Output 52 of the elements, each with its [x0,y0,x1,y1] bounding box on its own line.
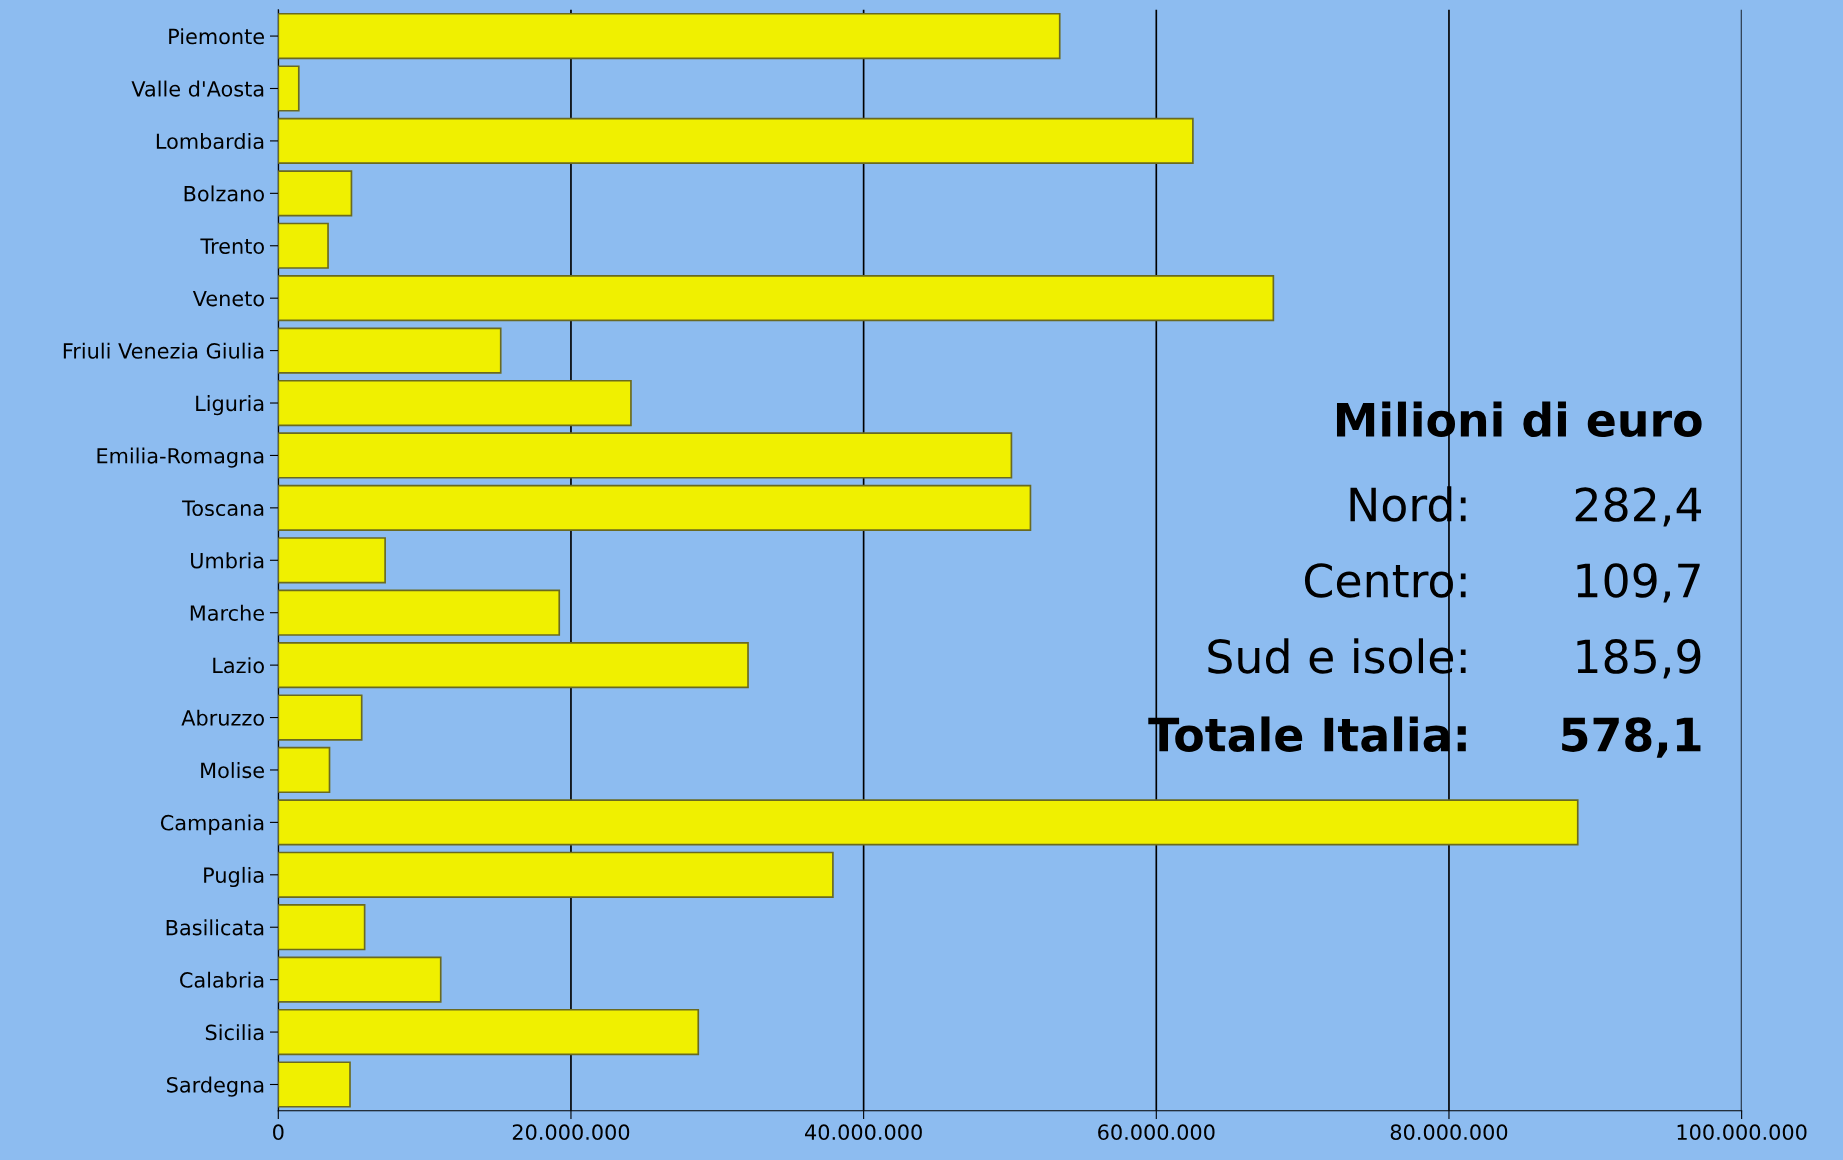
bar [278,799,1579,846]
y-tick-label: Molise [201,762,264,779]
y-tick-label: Basilicata [166,919,264,936]
bar [278,694,363,741]
bar [278,379,632,427]
y-tick-label: Umbria [191,552,264,569]
x-tick-label: 40.000.000 [805,1124,922,1141]
y-tick-label: Piemonte [169,28,264,45]
y-tick-label: Trento [200,238,264,254]
bar [278,484,1032,531]
y-tick-label: Puglia [204,866,264,888]
bar [278,1008,700,1056]
bar [278,904,366,951]
y-tick-label: Liguria [196,395,264,416]
y-tick-label: Abruzzo [181,709,264,726]
y-tick-label: Sardegna [167,1076,264,1097]
y-tick-label: Campania [160,814,264,835]
x-tick-label: 60.000.000 [1098,1124,1215,1141]
y-tick-label: Friuli Venezia Giulia [63,342,264,359]
bar [278,1061,351,1108]
annotation: 578,1 [1562,717,1701,758]
bar [278,170,353,217]
y-tick-label: Lombardia [156,133,264,150]
annotation: 185,9 [1577,639,1701,679]
x-tick-label: 20.000.000 [512,1124,630,1141]
y-tick-label: Veneto [192,290,264,307]
y-tick-label: Sicilia [205,1024,264,1041]
bar [278,851,834,898]
bar [278,956,442,1003]
y-tick-label: Bolzano [184,185,264,202]
y-tick-label: Calabria [180,971,264,988]
annotation: 282,4 [1575,487,1702,527]
bar [278,65,300,112]
x-tick-label: 80.000.000 [1390,1124,1508,1141]
y-tick-label: Marche [190,604,264,621]
bar [278,275,1275,322]
y-tick-label: Valle d'Aosta [131,80,264,97]
bar [278,432,1013,479]
y-tick-label: Toscana [182,500,264,517]
bar [278,642,749,689]
bar [278,12,1061,60]
bar [278,746,331,794]
bar [278,327,502,374]
x-tick-label: 100.000.000 [1677,1124,1807,1141]
bar [278,537,386,584]
bar [278,117,1194,165]
annotation: 109,7 [1577,563,1700,603]
y-tick-label: Lazio [213,657,264,674]
bar [278,222,329,269]
bar [278,589,561,636]
y-tick-label: Emilia-Romagna [97,447,264,468]
x-tick-label: 0 [273,1124,284,1141]
